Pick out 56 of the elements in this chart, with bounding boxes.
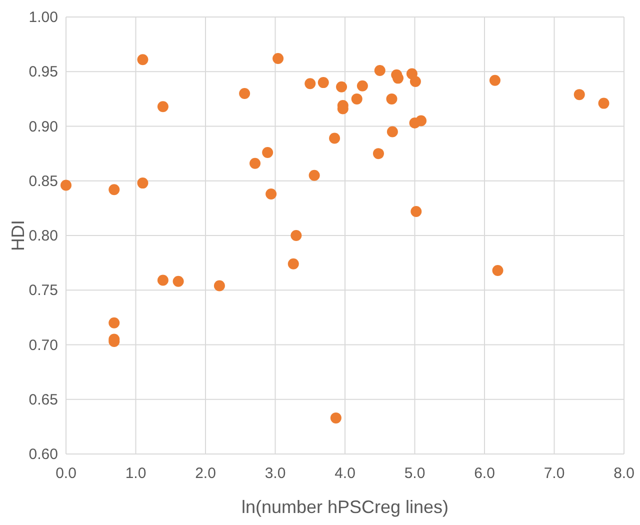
point (157, 101, 168, 112)
y-tick-label: 0.95 (28, 64, 58, 81)
point (492, 264, 504, 276)
point (137, 178, 148, 189)
x-tick-label: 7.0 (544, 465, 565, 482)
point (137, 54, 148, 66)
point (262, 146, 274, 158)
point (574, 89, 585, 100)
y-tick-label: 0.70 (28, 336, 58, 354)
point (329, 132, 340, 144)
y-tick-label: 0.85 (28, 172, 58, 190)
y-tick-label: 0.65 (28, 391, 58, 408)
y-tick-label: 0.75 (28, 282, 58, 300)
point (157, 274, 168, 286)
point (108, 184, 120, 196)
x-tick-label: 0.0 (56, 465, 76, 482)
point (372, 148, 384, 160)
x-tick-label: 3.0 (264, 465, 286, 482)
point (60, 180, 72, 191)
x-tick-label: 5.0 (404, 465, 426, 482)
y-tick-label: 1.00 (28, 9, 58, 26)
x-axis-title: ln(number hPSCreg lines) (241, 497, 449, 517)
point (351, 93, 362, 104)
y-tick-label: 0.90 (28, 118, 58, 136)
x-tick-label: 4.0 (334, 465, 356, 482)
point (250, 158, 261, 169)
point (304, 78, 316, 90)
y-tick-label: 0.60 (28, 446, 58, 463)
x-tick-label: 8.0 (614, 465, 634, 482)
point (410, 206, 422, 217)
point (386, 126, 398, 138)
point (288, 258, 299, 270)
point (489, 74, 500, 86)
point (356, 80, 368, 92)
point (392, 72, 404, 84)
point (308, 170, 320, 181)
point (272, 53, 284, 64)
point (108, 317, 120, 328)
point (410, 76, 421, 87)
point (214, 280, 225, 292)
point (239, 88, 250, 99)
point (318, 77, 329, 88)
point (386, 93, 398, 104)
x-tick-label: 6.0 (474, 465, 495, 482)
point (290, 230, 302, 241)
point (330, 412, 342, 424)
y-axis-title: HDI (8, 220, 28, 251)
point (416, 115, 427, 126)
y-tick-label: 0.80 (28, 228, 58, 244)
point (336, 81, 348, 92)
x-tick-label: 1.0 (125, 465, 146, 482)
point (266, 188, 277, 200)
x-tick-label: 2.0 (195, 465, 216, 482)
point (172, 276, 184, 287)
point (598, 98, 610, 109)
point (374, 65, 386, 76)
